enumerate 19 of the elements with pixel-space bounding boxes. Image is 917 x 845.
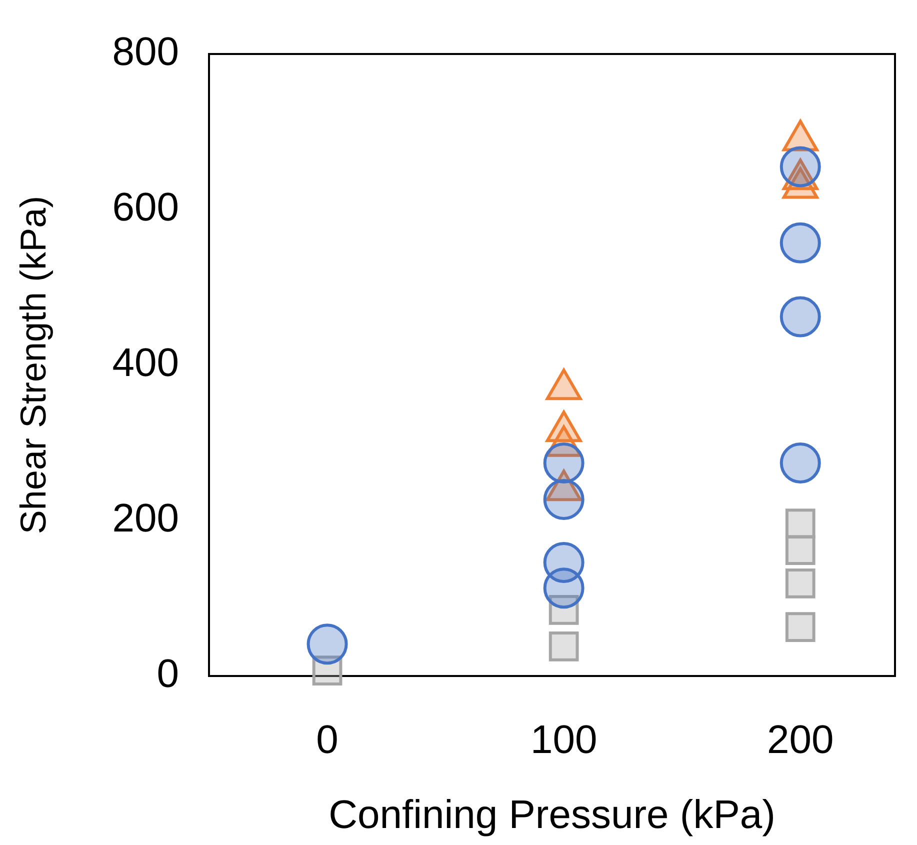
- point: [543, 479, 584, 520]
- y-tick-label: 600: [112, 186, 179, 230]
- x-axis-title: Confining Pressure (kPa): [328, 793, 776, 838]
- x-tick-label: 100: [530, 718, 598, 762]
- y-tick-label: 400: [112, 341, 179, 386]
- point: [785, 535, 816, 565]
- point: [543, 568, 584, 609]
- point: [780, 442, 821, 484]
- y-axis-title: Shear Strength (kPa): [12, 196, 54, 534]
- point: [548, 632, 579, 662]
- point: [785, 612, 816, 642]
- y-tick-label: 800: [112, 30, 179, 74]
- point: [543, 442, 584, 484]
- x-tick-label: 0: [316, 718, 338, 762]
- x-tick-label: 200: [767, 718, 834, 762]
- point: [306, 624, 348, 665]
- y-tick-label: 200: [112, 496, 179, 541]
- point: [785, 568, 816, 598]
- y-tick-label: 0: [156, 652, 179, 696]
